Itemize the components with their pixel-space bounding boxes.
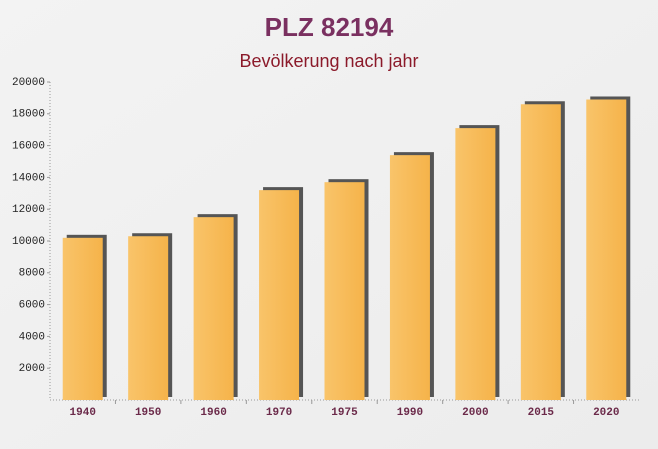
x-tick-label: 1990 <box>397 407 423 419</box>
x-tick-label: 2015 <box>528 407 555 419</box>
bar <box>586 99 627 401</box>
bar <box>128 236 169 400</box>
y-tick-label: 14000 <box>12 172 45 184</box>
chart-title: PLZ 82194 <box>265 12 394 42</box>
bar <box>193 217 234 400</box>
y-tick-label: 6000 <box>19 300 45 312</box>
bar <box>389 155 430 400</box>
y-tick-label: 16000 <box>12 141 45 153</box>
x-tick-label: 1940 <box>70 407 96 419</box>
bar <box>259 190 300 400</box>
x-tick-label: 1950 <box>135 407 161 419</box>
y-tick-label: 2000 <box>19 363 45 375</box>
bar <box>520 104 561 400</box>
chart-subtitle: Bevölkerung nach jahr <box>239 51 418 71</box>
x-tick-label: 2000 <box>462 407 488 419</box>
y-tick-label: 18000 <box>12 109 45 121</box>
x-tick-label: 1975 <box>331 407 358 419</box>
x-tick-label: 1960 <box>200 407 226 419</box>
y-tick-label: 20000 <box>12 77 45 89</box>
y-tick-label: 8000 <box>19 268 45 280</box>
x-tick-label: 1970 <box>266 407 292 419</box>
y-tick-label: 10000 <box>12 236 45 248</box>
x-tick-label: 2020 <box>593 407 619 419</box>
bar <box>62 237 103 400</box>
y-tick-label: 4000 <box>19 331 45 343</box>
bar <box>455 128 496 401</box>
bar <box>324 182 365 400</box>
y-tick-label: 12000 <box>12 204 45 216</box>
